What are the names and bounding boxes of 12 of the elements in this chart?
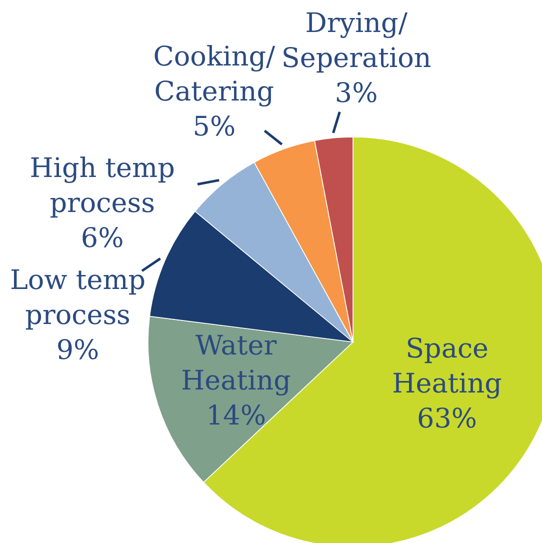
data-label: 3% [334,78,378,110]
data-label: 9% [56,334,100,366]
slice-label: Cooking/ Catering [153,42,276,108]
data-label: 63% [417,403,478,434]
slice-label: Water Heating [181,330,291,397]
data-label: 6% [80,222,124,254]
data-label: 5% [192,112,236,143]
slice-label: Drying/ Seperation [281,8,432,74]
data-label: 14% [206,400,266,432]
slice-label: Low temp process [10,264,146,331]
slice-label: High temp process [30,152,175,219]
slice-label: Space Heating [392,333,502,400]
